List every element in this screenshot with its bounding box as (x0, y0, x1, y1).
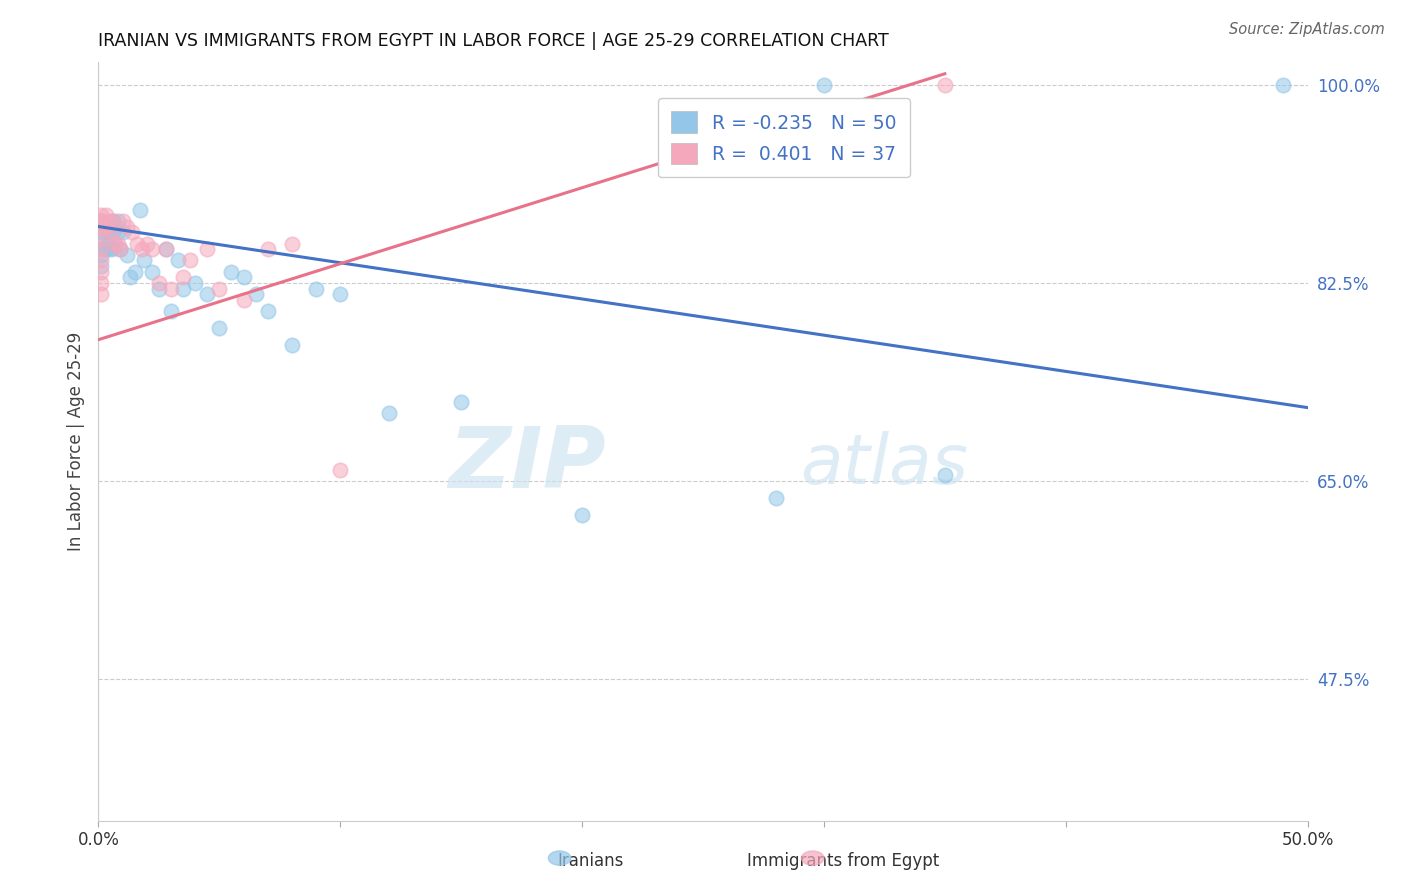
Text: ZIP: ZIP (449, 423, 606, 506)
Point (107, 236, 129, 251)
Point (100, 225, 122, 239)
Point (256, 242, 278, 256)
Point (305, 282, 328, 296)
Point (91, 219, 114, 234)
Legend: R = -0.235   N = 50, R =  0.401   N = 37: R = -0.235 N = 50, R = 0.401 N = 37 (658, 98, 910, 178)
Point (111, 225, 134, 239)
Point (450, 395, 472, 409)
Point (127, 236, 149, 251)
Point (91, 242, 114, 256)
Point (90, 265, 112, 279)
Point (232, 293, 254, 307)
Point (90, 253, 112, 268)
Point (94, 208, 117, 222)
Point (571, 508, 593, 522)
Point (117, 248, 139, 262)
Point (90, 287, 112, 301)
Point (124, 265, 146, 279)
Point (90, 214, 112, 228)
Point (167, 253, 190, 268)
Point (108, 242, 131, 256)
Point (90, 242, 112, 256)
Point (107, 214, 129, 228)
Text: atlas: atlas (800, 431, 967, 498)
Point (100, 242, 122, 256)
Point (90, 231, 112, 245)
Point (121, 225, 143, 239)
Point (195, 242, 218, 256)
Point (128, 202, 150, 217)
Point (97, 214, 120, 228)
Point (329, 463, 352, 477)
Point (94, 242, 117, 256)
Text: Immigrants from Egypt: Immigrants from Egypt (748, 852, 939, 870)
Point (90, 259, 112, 273)
Point (813, 78, 835, 92)
Point (172, 282, 194, 296)
Point (141, 265, 163, 279)
Point (232, 270, 254, 285)
Point (117, 219, 139, 234)
Y-axis label: In Labor Force | Age 25-29: In Labor Force | Age 25-29 (66, 332, 84, 551)
Point (134, 253, 156, 268)
Point (111, 214, 134, 228)
Point (179, 253, 201, 268)
Point (155, 242, 177, 256)
Point (329, 287, 352, 301)
Point (195, 287, 218, 301)
Point (90, 219, 112, 234)
Point (90, 276, 112, 290)
Point (281, 236, 304, 251)
Point (94, 219, 117, 234)
Point (91, 219, 114, 234)
Point (100, 225, 122, 239)
Point (148, 282, 170, 296)
Point (281, 338, 304, 352)
Point (245, 287, 267, 301)
Point (184, 276, 207, 290)
Point (141, 242, 163, 256)
Point (765, 491, 787, 505)
Point (208, 321, 231, 335)
Point (135, 236, 157, 251)
Point (108, 242, 131, 256)
Point (101, 241, 124, 255)
Point (101, 225, 124, 239)
Point (90, 236, 112, 251)
Text: IRANIAN VS IMMIGRANTS FROM EGYPT IN LABOR FORCE | AGE 25-29 CORRELATION CHART: IRANIAN VS IMMIGRANTS FROM EGYPT IN LABO… (98, 32, 889, 50)
Point (377, 406, 399, 420)
Point (90, 225, 112, 239)
Point (104, 236, 127, 251)
Point (208, 282, 231, 296)
Point (97, 219, 120, 234)
Point (934, 468, 956, 483)
Point (160, 304, 183, 318)
Point (97, 236, 120, 251)
Point (104, 219, 127, 234)
Point (118, 270, 141, 285)
Point (94, 225, 117, 239)
Point (101, 214, 124, 228)
Point (90, 214, 112, 228)
Text: Iranians: Iranians (557, 852, 624, 870)
Point (104, 236, 127, 251)
Point (90, 248, 112, 262)
Point (934, 78, 956, 92)
Point (160, 282, 183, 296)
Point (172, 270, 194, 285)
Point (155, 242, 177, 256)
Point (101, 214, 124, 228)
Point (107, 225, 129, 239)
Point (256, 304, 278, 318)
Text: Source: ZipAtlas.com: Source: ZipAtlas.com (1229, 22, 1385, 37)
Point (131, 242, 153, 256)
Point (221, 265, 243, 279)
Point (1272, 78, 1295, 92)
Point (90, 208, 112, 222)
Point (148, 276, 170, 290)
